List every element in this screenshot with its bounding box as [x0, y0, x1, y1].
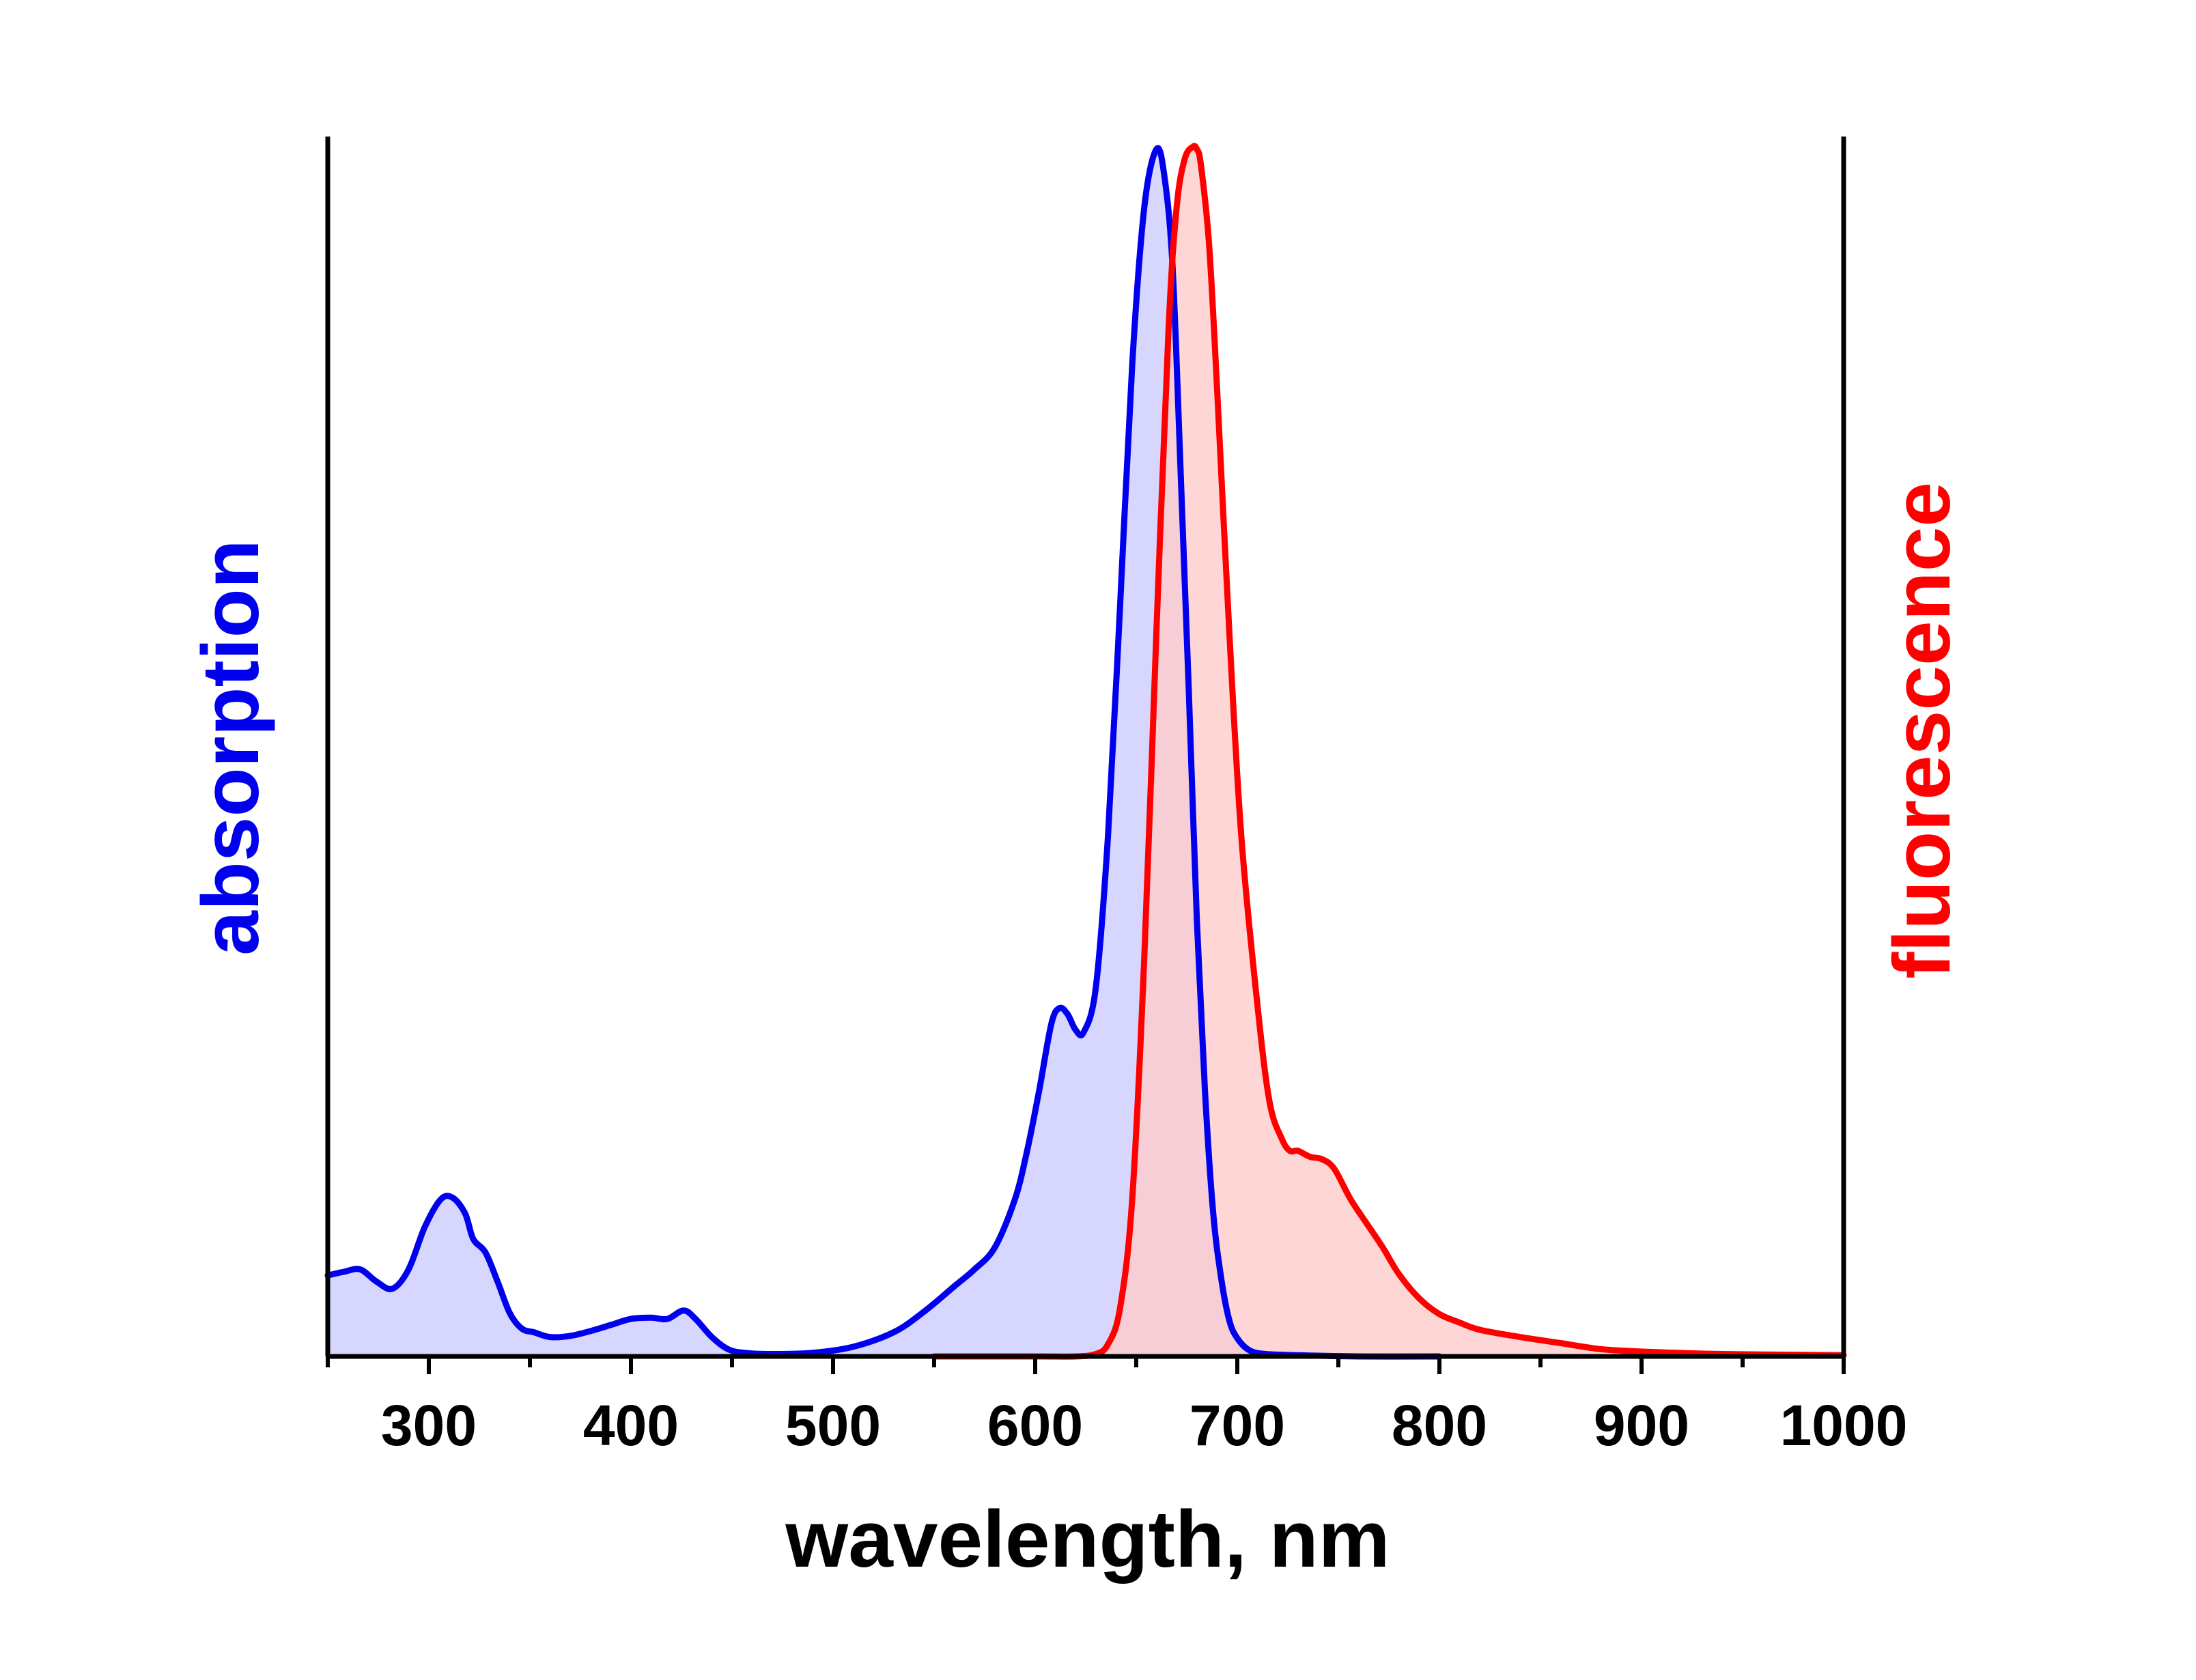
x-tick-label: 400	[583, 1393, 679, 1457]
x-axis-title: wavelength, nm	[785, 1494, 1390, 1584]
y-axis-title-right: fluorescence	[1877, 482, 1967, 979]
y-axis-title-left: absorption	[186, 539, 276, 956]
x-tick-label: 800	[1392, 1393, 1487, 1457]
x-tick-labels: 300 400 500 600 700 800 900 1000	[381, 1393, 1908, 1457]
absorption-line	[324, 145, 1443, 1360]
axes	[325, 137, 1846, 1359]
x-tick-label: 300	[381, 1393, 477, 1457]
fluorescence-line	[931, 143, 1847, 1360]
x-tick-label: 500	[785, 1393, 881, 1457]
x-tick-label: 900	[1594, 1393, 1689, 1457]
series-lines	[324, 143, 1847, 1360]
fluorescence-area	[934, 145, 1844, 1357]
x-tick-label: 1000	[1780, 1393, 1908, 1457]
x-tick-label: 600	[987, 1393, 1083, 1457]
x-ticks	[326, 1356, 1846, 1374]
series-fills	[328, 145, 1844, 1357]
x-tick-label: 700	[1190, 1393, 1285, 1457]
